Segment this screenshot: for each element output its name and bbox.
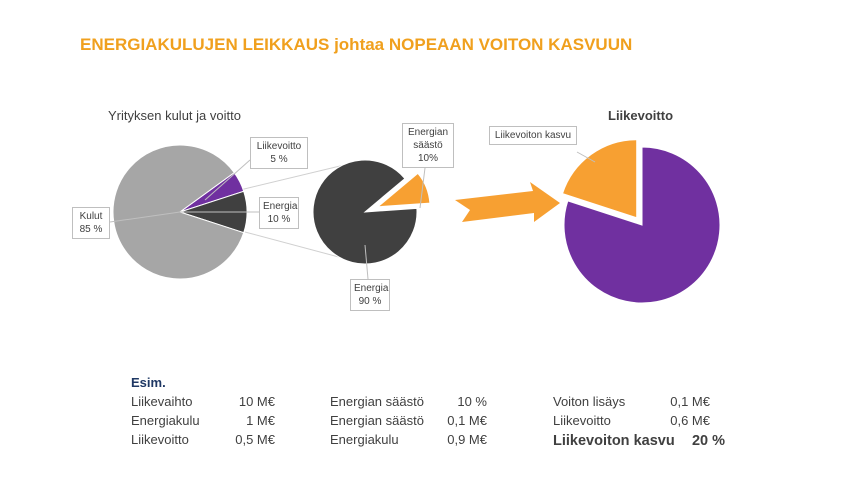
- example-value: 0,6 M€: [670, 413, 710, 428]
- example-value: 20 %: [691, 433, 725, 449]
- pie-title: Liikevoitto: [608, 108, 674, 123]
- example-value: 0,5 M€: [235, 432, 275, 447]
- callout: Kulut 85 %: [72, 207, 110, 239]
- example-value: 10 M€: [238, 394, 275, 409]
- slice-label: Energia: [263, 201, 298, 212]
- example-value: 0,9 M€: [447, 432, 487, 447]
- slice-label: Energian säästö: [407, 127, 449, 151]
- value-label: 10 %: [267, 214, 291, 225]
- example-label: Energiakulu: [330, 432, 399, 447]
- callout-pointer: [204, 159, 251, 201]
- arrow: [455, 182, 560, 222]
- example-value: 0,1 M€: [670, 394, 710, 409]
- slice-label: Liikevoitto: [256, 141, 302, 152]
- callout: Liikevoiton kasvu: [489, 126, 577, 145]
- pie-slice: [376, 172, 431, 208]
- pie-slice: [561, 139, 638, 219]
- callout: Liikevoitto 5 %: [250, 137, 308, 169]
- slice-label: Liikevoiton kasvu: [494, 130, 572, 141]
- value-label: 5 %: [270, 154, 288, 165]
- value-label: 85 %: [79, 224, 103, 235]
- example-label: Liikevaihto: [131, 394, 193, 409]
- callout-pointer: [364, 244, 369, 280]
- callout: Energia 90 %: [350, 279, 390, 311]
- callout: Energia 10 %: [259, 197, 299, 229]
- example-label: Energiakulu: [131, 413, 200, 428]
- example-value: 0,1 M€: [447, 413, 487, 428]
- example-label: Liikevoiton kasvu: [553, 433, 675, 449]
- example-label: Liikevoitto: [131, 432, 189, 447]
- example-value: 1 M€: [246, 413, 275, 428]
- callout: Energian säästö 10%: [402, 123, 454, 168]
- example-heading: Esim.: [131, 375, 166, 390]
- pie-title: Yrityksen kulut ja voitto: [108, 108, 241, 123]
- slice-label: Kulut: [79, 211, 103, 222]
- callout-pointer: [576, 151, 596, 163]
- example-value: 10 %: [457, 394, 487, 409]
- example-label: Liikevoitto: [553, 413, 611, 428]
- example-label: Energian säästö: [330, 413, 424, 428]
- callout-pointer: [109, 211, 181, 223]
- example-label: Energian säästö: [330, 394, 424, 409]
- pie-slice: [312, 159, 418, 265]
- callout-pointer: [419, 167, 426, 209]
- slice-label: Energia: [354, 283, 389, 294]
- value-label: 90 %: [358, 296, 382, 307]
- slide-title: ENERGIAKULUJEN LEIKKAUS johtaa NOPEAAN V…: [80, 35, 633, 54]
- value-label: 10%: [417, 153, 438, 164]
- example-label: Voiton lisäys: [553, 394, 626, 409]
- pie-slice: [563, 146, 721, 304]
